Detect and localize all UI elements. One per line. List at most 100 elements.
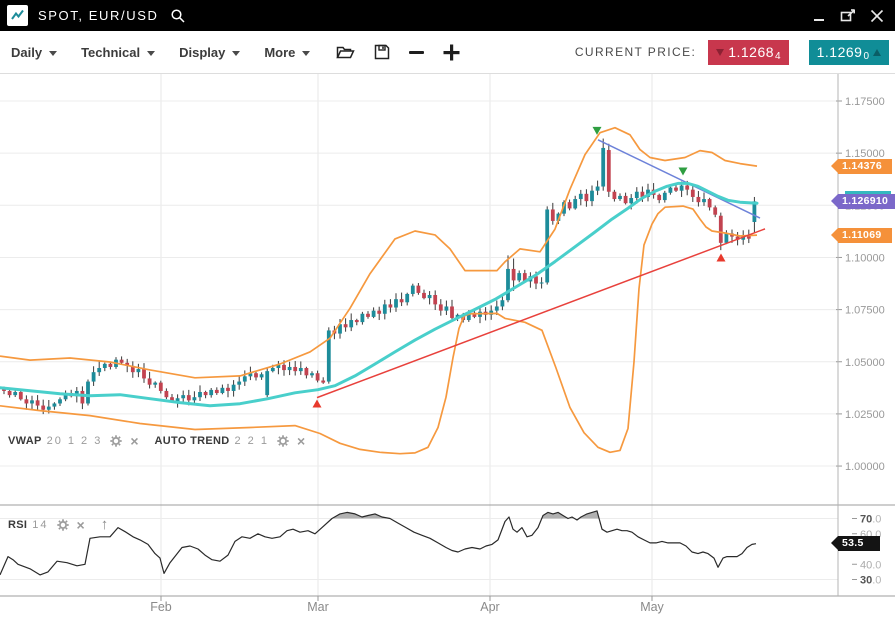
gear-icon[interactable]: [277, 435, 289, 447]
popout-icon[interactable]: [840, 8, 856, 24]
candle-body: [41, 405, 46, 410]
rsi-axis-label: 40.0: [860, 559, 881, 571]
candle-body: [735, 236, 740, 240]
minimize-icon[interactable]: [811, 8, 827, 24]
candle-body: [679, 185, 684, 191]
menu-daily[interactable]: Daily: [11, 44, 58, 60]
month-label: Feb: [150, 600, 172, 614]
vwap-legend-label: VWAP: [8, 435, 42, 447]
rsi-axis-label: 70.0: [860, 514, 881, 526]
candle-body: [18, 391, 23, 400]
candle-body: [282, 364, 286, 371]
candle-body: [707, 199, 712, 208]
candle-body: [578, 193, 583, 200]
close-icon[interactable]: ×: [76, 516, 85, 533]
zoom-in-icon[interactable]: [443, 44, 460, 61]
gear-icon[interactable]: [110, 435, 122, 447]
candle-body: [30, 400, 34, 404]
candle-body: [377, 310, 382, 314]
candle-body: [640, 191, 645, 197]
candle-body: [35, 400, 40, 406]
ask-price-button[interactable]: 1.1269 0: [808, 39, 889, 65]
month-label: Apr: [480, 600, 499, 614]
search-icon[interactable]: [170, 8, 186, 24]
vwap-legend-params: 20 1 2 3: [46, 435, 103, 447]
price-axis-label: 1.15000: [845, 148, 885, 160]
vwap-line: [0, 181, 759, 408]
price-axis-label: 1.05000: [845, 357, 885, 369]
menu-more-label: More: [264, 44, 296, 60]
close-icon[interactable]: ×: [130, 433, 139, 449]
candle-body: [573, 199, 578, 209]
rsi-legend-params: 14: [32, 518, 49, 531]
candle-body: [181, 395, 186, 399]
candle-body: [270, 368, 275, 372]
candle-body: [690, 189, 695, 197]
candle-body: [752, 201, 757, 222]
candle-body: [321, 380, 326, 383]
candle-body: [606, 150, 611, 192]
candle-body: [287, 366, 292, 371]
candle-body: [522, 273, 527, 282]
candle-body: [298, 368, 303, 372]
rsi-overbought-fill: [0, 510, 756, 519]
toolbar: Daily Technical Display More: [0, 31, 895, 74]
ask-pip: 0: [863, 50, 869, 62]
candle-body: [24, 399, 29, 404]
rsi-axis-label: 30.0: [860, 575, 881, 587]
candle-body: [58, 399, 62, 404]
candle-body: [259, 374, 264, 378]
window-title: SPOT, EUR/USD: [38, 8, 159, 23]
candle-body: [427, 294, 432, 299]
candle-body: [102, 363, 107, 369]
candle-body: [433, 294, 438, 305]
bid-value: 1.1268: [728, 44, 775, 60]
buy-signal-icon: [716, 253, 726, 262]
candle-body: [366, 313, 370, 317]
candle-body: [612, 191, 617, 200]
close-icon[interactable]: [869, 8, 885, 24]
gear-icon[interactable]: [57, 519, 69, 531]
candle-body: [293, 366, 298, 372]
price-axis-label: 1.17500: [845, 96, 885, 108]
candle-body: [438, 304, 443, 311]
open-folder-icon[interactable]: [336, 44, 356, 60]
candle-body: [545, 209, 550, 283]
candle-body: [46, 406, 51, 410]
candle-body: [399, 299, 404, 303]
save-icon[interactable]: [374, 44, 390, 60]
window-controls: [811, 8, 885, 24]
candle-body: [97, 368, 102, 373]
candle-body: [242, 376, 247, 382]
candle-body: [170, 397, 174, 402]
bid-pip: 4: [775, 50, 781, 62]
title-bar: SPOT, EUR/USD: [0, 0, 895, 31]
move-panel-up-icon[interactable]: ↑: [100, 516, 109, 533]
menu-display-label: Display: [179, 44, 226, 60]
band-lower-axis-badge: 1.11069: [831, 227, 892, 243]
candle-body: [220, 387, 225, 394]
menu-display[interactable]: Display: [179, 44, 241, 60]
candle-body: [214, 389, 219, 394]
price-up-icon: [873, 48, 881, 56]
candle-body: [388, 304, 393, 308]
bid-price-button[interactable]: 1.1268 4: [708, 39, 789, 65]
candle-body: [662, 192, 667, 201]
menu-more[interactable]: More: [264, 44, 311, 60]
candle-body: [254, 373, 258, 378]
candle-body: [125, 362, 130, 366]
zoom-out-icon[interactable]: [409, 50, 425, 54]
menu-technical[interactable]: Technical: [81, 45, 156, 60]
candle-body: [539, 282, 544, 284]
candle-body: [450, 306, 454, 318]
close-icon[interactable]: ×: [296, 433, 306, 449]
month-label: Mar: [307, 600, 329, 614]
candle-body: [382, 304, 387, 314]
menu-daily-label: Daily: [11, 44, 43, 60]
rsi-line: [0, 510, 757, 576]
candle-body: [158, 382, 163, 391]
candle-body: [80, 390, 85, 404]
candle-body: [685, 185, 690, 190]
